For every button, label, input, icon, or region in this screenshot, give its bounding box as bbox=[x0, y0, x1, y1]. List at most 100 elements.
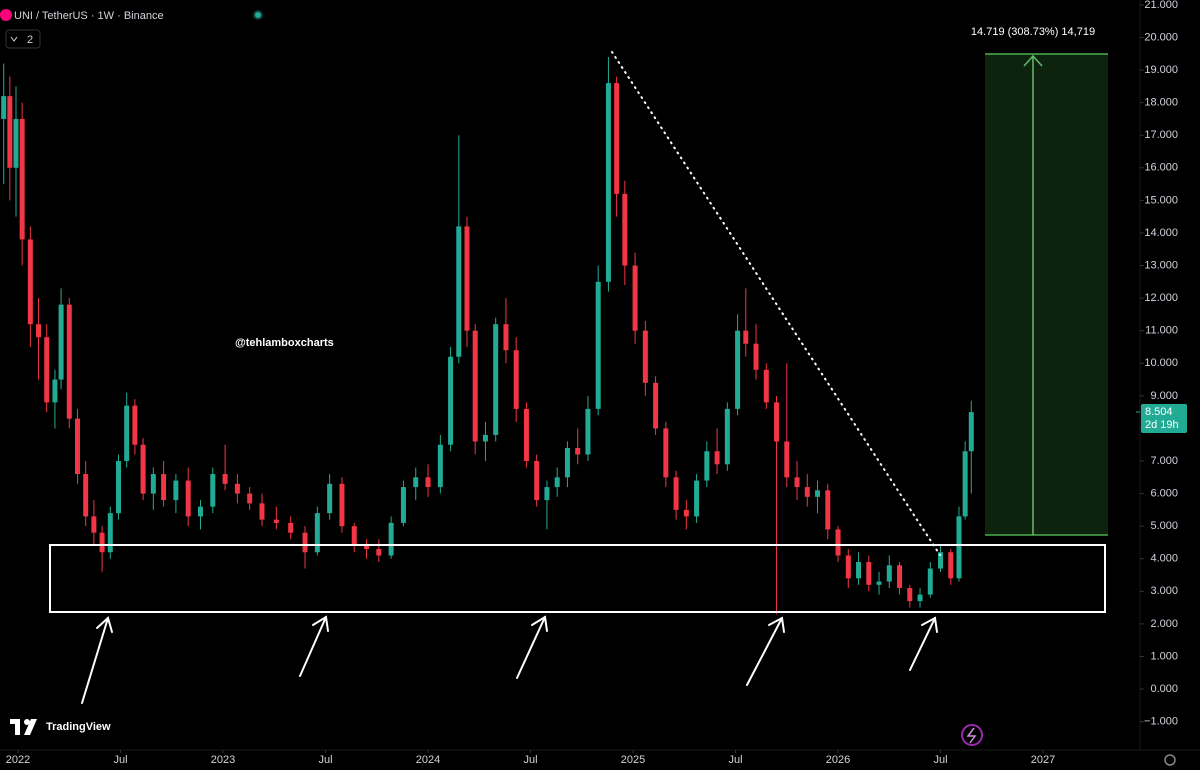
candle-body bbox=[302, 532, 308, 553]
price-label: 18.000 bbox=[1144, 97, 1178, 109]
arrow bbox=[746, 617, 783, 686]
candle-body bbox=[288, 522, 294, 533]
candle-body bbox=[503, 324, 509, 351]
price-label: 20.000 bbox=[1144, 31, 1178, 43]
price-label: 0.000 bbox=[1150, 683, 1178, 695]
candle-body bbox=[493, 324, 499, 435]
candle-body bbox=[132, 405, 138, 445]
annotation: @tehlamboxcharts bbox=[235, 337, 334, 349]
candle-body bbox=[273, 519, 279, 523]
candle-body bbox=[614, 83, 620, 194]
candle-body bbox=[7, 96, 13, 168]
price-label: 12.000 bbox=[1144, 292, 1178, 304]
last-price-box bbox=[1141, 404, 1187, 434]
arrow bbox=[299, 616, 327, 677]
candle-body bbox=[124, 405, 130, 462]
status-dot bbox=[255, 12, 261, 18]
candle-body bbox=[13, 118, 19, 168]
candle-body bbox=[259, 503, 265, 520]
candle-body bbox=[456, 226, 462, 357]
candle-body bbox=[564, 447, 570, 478]
settings-icon[interactable] bbox=[1164, 754, 1176, 766]
candle-body bbox=[413, 477, 419, 488]
candle-body bbox=[907, 588, 913, 602]
candle-body bbox=[866, 562, 872, 585]
candle-body bbox=[585, 408, 591, 455]
candle-body bbox=[173, 480, 179, 501]
candle-body bbox=[784, 441, 790, 478]
arrow-head bbox=[312, 615, 329, 632]
arrow-head bbox=[531, 615, 548, 632]
indicator-toggle[interactable] bbox=[5, 29, 41, 49]
price-label: −1.000 bbox=[1144, 716, 1178, 728]
symbol-icon bbox=[0, 9, 12, 21]
measure-area bbox=[985, 54, 1108, 535]
candle-body bbox=[774, 402, 780, 442]
candle-body bbox=[938, 552, 944, 569]
price-label: 5.000 bbox=[1150, 520, 1178, 532]
time-label: Jul bbox=[934, 754, 948, 766]
candle-body bbox=[351, 526, 357, 546]
candle-body bbox=[314, 513, 320, 553]
support-box bbox=[49, 544, 1106, 613]
price-label: 1.000 bbox=[1150, 650, 1178, 662]
candle-body bbox=[714, 451, 720, 465]
candle-body bbox=[804, 487, 810, 497]
candle-body bbox=[27, 239, 33, 325]
arrow bbox=[909, 617, 936, 671]
time-label: 2026 bbox=[826, 754, 850, 766]
candle-body bbox=[763, 369, 769, 403]
candle-body bbox=[99, 532, 105, 553]
watermark: TradingView bbox=[46, 721, 111, 733]
price-label: 16.000 bbox=[1144, 162, 1178, 174]
candle-body bbox=[115, 461, 121, 514]
candle-body bbox=[856, 562, 862, 579]
candle-body bbox=[704, 451, 710, 481]
price-label: 14.000 bbox=[1144, 227, 1178, 239]
candle-body bbox=[327, 483, 333, 514]
candle-body bbox=[534, 461, 540, 501]
time-label: Jul bbox=[319, 754, 333, 766]
time-label: Jul bbox=[729, 754, 743, 766]
indicator-count: 2 bbox=[27, 34, 33, 46]
candle-body bbox=[753, 343, 759, 370]
candle-body bbox=[36, 324, 42, 338]
candle-body bbox=[400, 487, 406, 523]
arrow bbox=[81, 617, 109, 704]
candle-body bbox=[425, 477, 431, 488]
arrow-head bbox=[921, 616, 938, 633]
candle-body bbox=[724, 408, 730, 465]
time-label: 2022 bbox=[6, 754, 30, 766]
candle-body bbox=[735, 330, 741, 409]
price-label: 17.000 bbox=[1144, 129, 1178, 141]
candle-body bbox=[234, 483, 240, 494]
candle-body bbox=[663, 428, 669, 478]
logo-mark bbox=[24, 719, 37, 735]
candle-body bbox=[161, 474, 167, 501]
candle-body bbox=[825, 490, 831, 530]
price-label: 21.000 bbox=[1144, 0, 1178, 11]
arrow-head bbox=[96, 616, 113, 633]
candle-body bbox=[968, 412, 974, 452]
candle-body bbox=[897, 565, 903, 589]
candle-body bbox=[58, 304, 64, 380]
price-label: 3.000 bbox=[1150, 585, 1178, 597]
time-label: Jul bbox=[114, 754, 128, 766]
candle-body bbox=[513, 350, 519, 409]
price-label: 2.000 bbox=[1150, 618, 1178, 630]
candle-body bbox=[554, 477, 560, 488]
candle-body bbox=[948, 552, 954, 579]
lightning-icon[interactable] bbox=[961, 724, 983, 746]
candle-body bbox=[222, 474, 228, 484]
time-label: 2024 bbox=[416, 754, 440, 766]
candle-body bbox=[52, 379, 58, 403]
candle-body bbox=[886, 565, 892, 582]
logo-mark bbox=[15, 719, 20, 735]
candle-body bbox=[66, 304, 72, 419]
arrow-head bbox=[768, 616, 785, 633]
candle-body bbox=[472, 330, 478, 442]
candle-body bbox=[482, 434, 488, 442]
candle-body bbox=[197, 506, 203, 517]
candle-body bbox=[107, 513, 113, 553]
